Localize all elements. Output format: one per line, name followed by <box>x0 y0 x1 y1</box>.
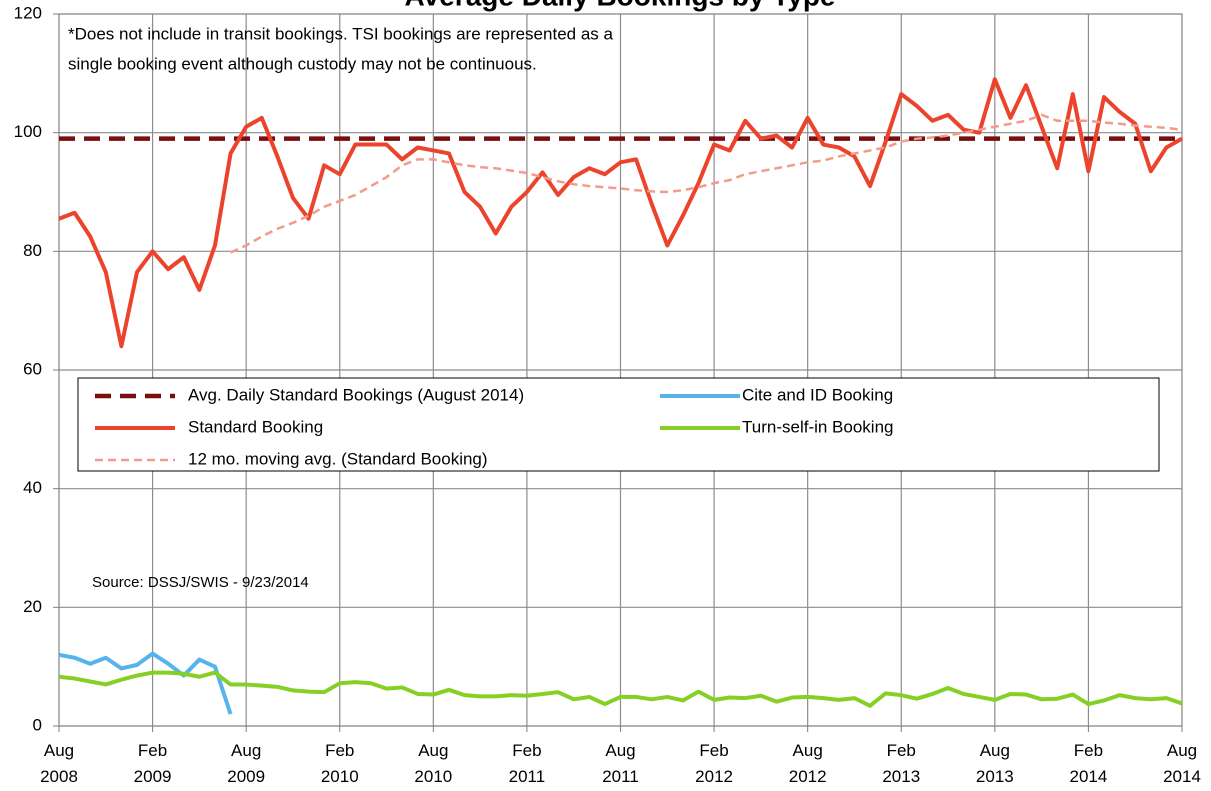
x-tick-label: Feb 2011 <box>508 741 546 786</box>
x-tick-label: Feb 2009 <box>133 741 172 786</box>
x-tick-label: Aug 2013 <box>975 741 1014 786</box>
x-tick-label: Feb 2014 <box>1069 741 1108 786</box>
plot-frame <box>58 13 1183 727</box>
x-tick-label: Aug 2014 <box>1163 741 1201 786</box>
x-tick-label: Feb 2010 <box>320 741 359 786</box>
legend-label: Standard Booking <box>188 417 323 436</box>
chart-title: Average Daily Bookings by Type <box>404 0 835 11</box>
series-line <box>58 651 233 715</box>
annotation: single booking event although custody ma… <box>68 54 537 73</box>
x-tick-label: Aug 2008 <box>40 741 78 786</box>
y-tick-label: 120 <box>14 3 42 22</box>
y-tick-label: 40 <box>23 478 42 497</box>
x-tick-label: Feb 2013 <box>882 741 921 786</box>
legend-box <box>77 377 1160 472</box>
x-tick-label: Aug 2009 <box>227 741 266 786</box>
y-tick-label: 0 <box>33 715 42 734</box>
x-tick-label: Feb 2012 <box>695 741 733 786</box>
y-tick-label: 100 <box>14 122 42 141</box>
y-tick-label: 60 <box>23 359 42 378</box>
annotation: *Does not include in transit bookings. T… <box>68 24 614 43</box>
legend-label: Turn-self-in Booking <box>742 417 894 436</box>
legend-label: Avg. Daily Standard Bookings (August 201… <box>188 385 524 404</box>
source-note: Source: DSSJ/SWIS - 9/23/2014 <box>92 574 309 591</box>
y-tick-label: 80 <box>23 241 42 260</box>
series-line <box>230 113 1183 254</box>
x-tick-label: Aug 2011 <box>602 741 639 786</box>
y-tick-label: 20 <box>23 597 42 616</box>
series-line <box>58 77 1183 349</box>
legend-label: Cite and ID Booking <box>742 385 893 404</box>
x-tick-label: Aug 2012 <box>788 741 827 786</box>
x-tick-label: Aug 2010 <box>414 741 453 786</box>
series-line <box>58 670 1183 708</box>
legend-label: 12 mo. moving avg. (Standard Booking) <box>188 449 488 468</box>
